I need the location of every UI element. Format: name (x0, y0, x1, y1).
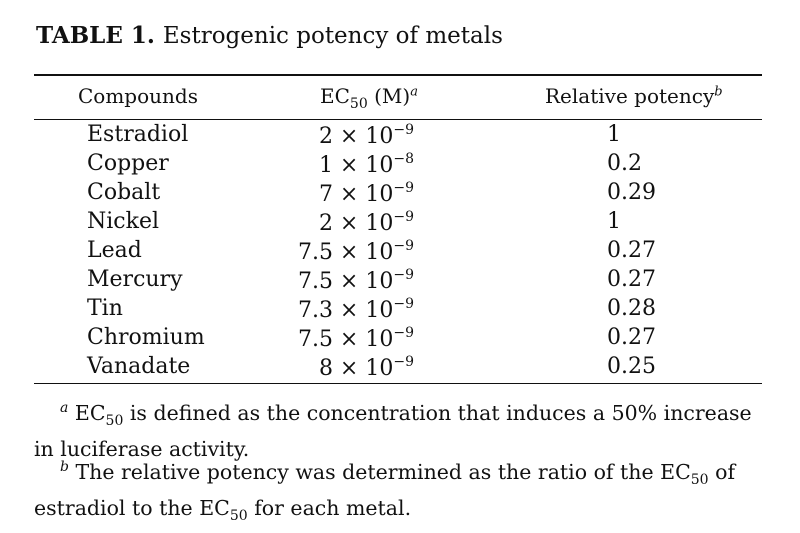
ec50-cell: 2 × 10−9 (230, 122, 414, 149)
header-ec50-sub: 50 (349, 96, 368, 112)
ec50-exponent: −9 (393, 354, 414, 370)
footnote-b-marker: b (714, 84, 723, 100)
table-body: Estradiol 2 × 10−9 1 Copper 1 × 10−8 0.2 Cobal… (0, 120, 800, 381)
footnote-b-pre: The relative potency was determined as t… (68, 459, 691, 484)
relative-potency-cell: 1 (607, 209, 621, 234)
ec50-coef: 7 × 10 (318, 182, 394, 207)
footnote-a-text: is defined as the concentration that ind… (34, 400, 752, 461)
ec50-coef: 7.5 × 10 (297, 240, 394, 265)
footnote-b-mid: of estradiol to the EC (34, 459, 736, 520)
ec50-coef: 7.3 × 10 (297, 298, 394, 323)
relative-potency-cell: 0.28 (607, 296, 656, 321)
table-row: Cobalt 7 × 10−9 0.29 (0, 178, 800, 207)
header-relative-text: Relative potency (545, 84, 715, 108)
compound-cell: Vanadate (87, 354, 191, 379)
compound-cell: Chromium (87, 325, 205, 350)
compound-cell: Copper (87, 151, 169, 176)
ec50-exponent: −9 (393, 238, 414, 254)
ec50-exponent: −9 (393, 325, 414, 341)
header-rule (34, 119, 762, 120)
table-row: Copper 1 × 10−8 0.2 (0, 149, 800, 178)
header-compounds: Compounds (78, 84, 198, 108)
footnote-b-sub2: 50 (229, 508, 248, 525)
compound-cell: Cobalt (87, 180, 161, 205)
compound-cell: Mercury (87, 267, 183, 292)
ec50-coef: 7.5 × 10 (297, 269, 394, 294)
table-row: Nickel 2 × 10−9 1 (0, 207, 800, 236)
ec50-cell: 7.5 × 10−9 (230, 267, 414, 294)
ec50-cell: 2 × 10−9 (230, 209, 414, 236)
table-row: Estradiol 2 × 10−9 1 (0, 120, 800, 149)
ec50-exponent: −9 (393, 267, 414, 283)
footnote-a-pre: EC (68, 400, 106, 425)
ec50-exponent: −9 (393, 209, 414, 225)
relative-potency-cell: 0.2 (607, 151, 642, 176)
relative-potency-cell: 0.25 (607, 354, 656, 379)
table-row: Chromium 7.5 × 10−9 0.27 (0, 323, 800, 352)
ec50-coef: 2 × 10 (318, 124, 394, 149)
header-ec50-base: EC (320, 84, 350, 108)
header-relative-potency: Relative potencyb (545, 84, 723, 108)
footnote-a: a EC50 is defined as the concentration t… (34, 394, 774, 463)
relative-potency-cell: 0.27 (607, 267, 656, 292)
ec50-cell: 7.3 × 10−9 (230, 296, 414, 323)
table-caption: TABLE 1. Estrogenic potency of metals (36, 22, 503, 49)
top-rule (34, 74, 762, 76)
table-row: Tin 7.3 × 10−9 0.28 (0, 294, 800, 323)
ec50-exponent: −9 (393, 180, 414, 196)
table-row: Lead 7.5 × 10−9 0.27 (0, 236, 800, 265)
compound-cell: Estradiol (87, 122, 189, 147)
table-row: Mercury 7.5 × 10−9 0.27 (0, 265, 800, 294)
ec50-cell: 1 × 10−8 (230, 151, 414, 178)
compound-cell: Lead (87, 238, 142, 263)
ec50-exponent: −8 (393, 151, 414, 167)
bottom-rule (34, 383, 762, 384)
footnote-b-sub1: 50 (690, 471, 709, 488)
footnote-a-marker: a (410, 84, 418, 100)
relative-potency-cell: 0.27 (607, 325, 656, 350)
footnote-b-text: for each metal. (247, 495, 412, 520)
compound-cell: Tin (87, 296, 123, 321)
ec50-coef: 2 × 10 (318, 211, 394, 236)
relative-potency-cell: 0.27 (607, 238, 656, 263)
header-ec50-unit: (M) (367, 84, 411, 108)
relative-potency-cell: 0.29 (607, 180, 656, 205)
footnote-b-mark: b (60, 459, 69, 475)
ec50-cell: 8 × 10−9 (230, 354, 414, 381)
table-title: Estrogenic potency of metals (162, 23, 503, 49)
footnote-a-sub: 50 (105, 412, 124, 429)
ec50-cell: 7 × 10−9 (230, 180, 414, 207)
ec50-exponent: −9 (393, 122, 414, 138)
ec50-coef: 7.5 × 10 (297, 327, 394, 352)
ec50-coef: 1 × 10 (318, 153, 394, 178)
header-ec50: EC50 (M)a (320, 84, 418, 112)
footnote-a-mark: a (60, 400, 69, 416)
table-row: Vanadate 8 × 10−9 0.25 (0, 352, 800, 381)
footnote-b: b The relative potency was determined as… (34, 453, 774, 530)
table-label: TABLE 1. (36, 22, 155, 49)
ec50-exponent: −9 (393, 296, 414, 312)
ec50-cell: 7.5 × 10−9 (230, 238, 414, 265)
relative-potency-cell: 1 (607, 122, 621, 147)
ec50-coef: 8 × 10 (318, 356, 394, 381)
ec50-cell: 7.5 × 10−9 (230, 325, 414, 352)
compound-cell: Nickel (87, 209, 159, 234)
